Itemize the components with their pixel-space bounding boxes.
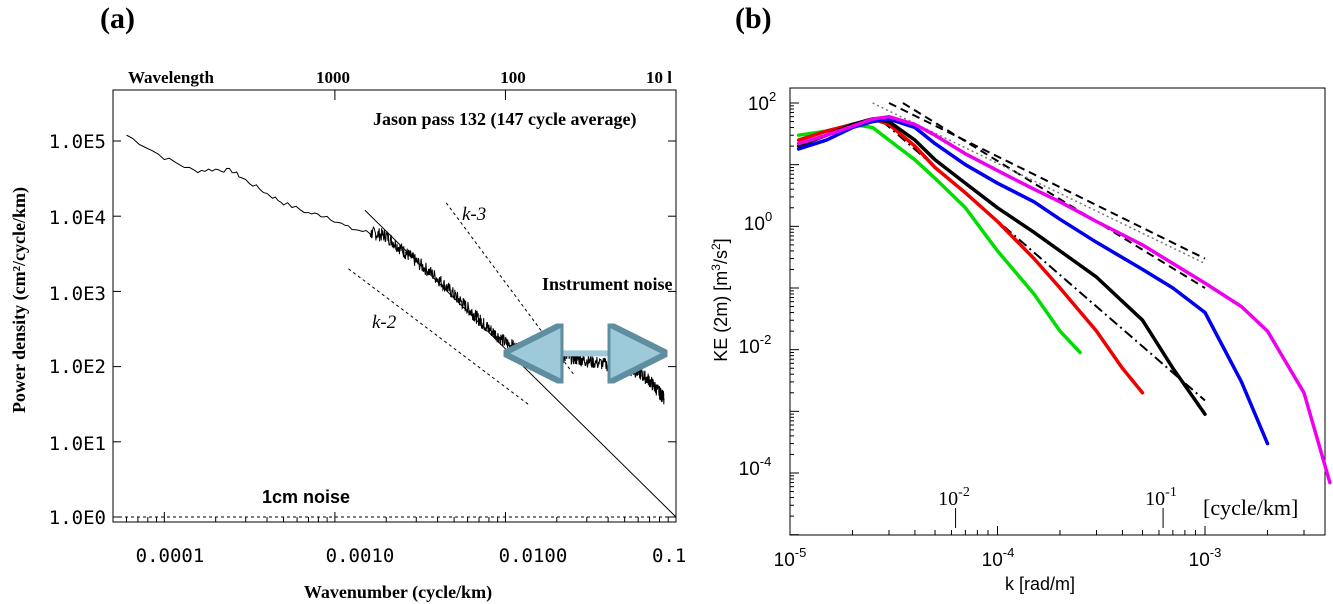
y-tick-label-1e4: 1.0E4 — [49, 207, 106, 229]
top-tick-label-10: 10 l — [646, 68, 672, 87]
x-tick-label-0.0100: 0.0100 — [499, 545, 568, 567]
reference-line-dashdot — [882, 120, 1206, 402]
k-minus-3-annotation: k-3 — [462, 204, 486, 225]
y-tick-label-b-1em2: 10-2 — [739, 332, 772, 358]
x-tick-label-0.0010: 0.0010 — [326, 545, 395, 567]
y-tick-label-b-1e0: 100 — [744, 209, 772, 235]
k-minus-2-annotation: k-2 — [372, 312, 397, 333]
top-tick-label-100: 100 — [500, 68, 526, 87]
reference-line-k-2 — [348, 268, 531, 407]
plot-frame-a — [112, 89, 677, 523]
spectrum-line — [126, 134, 665, 405]
reference-line-dashed — [888, 102, 1206, 260]
ke-series-1 — [796, 117, 1145, 395]
ke-series-3 — [796, 117, 1270, 446]
ke-series-4 — [796, 114, 1332, 485]
instrument-noise-annotation: Instrument noise — [542, 274, 673, 294]
secondary-tick-label-1em1: 10-1 — [1145, 485, 1177, 510]
x-axis-label-b: k [rad/m] — [1005, 574, 1075, 594]
dataset-annotation: Jason pass 132 (147 cycle average) — [373, 109, 636, 130]
ke-series-2 — [796, 117, 1207, 416]
panel-a: (a) Wavelength 1000 100 10 l 1.0E5 1.0E4… — [9, 2, 690, 603]
x-tick-label-b-1em4: 10-4 — [982, 545, 1015, 571]
data-layer-b — [796, 102, 1332, 485]
data-layer-a — [113, 134, 677, 518]
y-tick-label-1e1: 1.0E1 — [49, 433, 106, 455]
panel-a-label: (a) — [100, 2, 135, 35]
chart-b: 102 100 10-2 10-4 10-5 10-4 10-3 10-2 10… — [709, 87, 1332, 594]
top-axis-label: Wavelength — [128, 68, 214, 87]
x-axis-label-a: Wavenumber (cycle/km) — [304, 582, 492, 603]
secondary-axis-unit: [cycle/km] — [1203, 495, 1298, 520]
chart-a: Wavelength 1000 100 10 l 1.0E5 1.0E4 1.0… — [9, 68, 690, 603]
y-axis-label-a: Power density (cm²/cycle/km) — [9, 187, 30, 413]
y-axis-label-b: KE (2m) [m3/s2] — [709, 238, 731, 361]
axis-ticks-b — [789, 102, 1305, 536]
axis-ticks-a — [112, 90, 677, 522]
panel-b: (b) 102 100 10-2 10-4 10-5 10-4 10-3 10-… — [700, 0, 1333, 604]
top-tick-label-1000: 1000 — [316, 68, 350, 87]
reference-line-k-3-fit — [364, 209, 677, 518]
y-tick-label-1e0: 1.0E0 — [49, 507, 106, 529]
panel-b-label: (b) — [735, 2, 772, 35]
x-tick-label-0.1: 0.1( — [652, 545, 690, 567]
y-tick-label-1e3: 1.0E3 — [49, 283, 106, 305]
y-tick-label-1e2: 1.0E2 — [49, 356, 106, 378]
x-tick-label-b-1em3: 10-3 — [1189, 545, 1222, 571]
ke-series-0 — [796, 122, 1082, 355]
x-tick-label-b-1em5: 10-5 — [774, 545, 807, 571]
y-tick-label-b-1e2: 102 — [748, 89, 776, 115]
y-tick-label-b-1em4: 10-4 — [739, 454, 772, 480]
y-tick-label-1e5: 1.0E5 — [49, 131, 106, 153]
reference-line-dashed — [902, 102, 1206, 289]
plot-frame-b — [789, 87, 1326, 536]
x-tick-label-0.0001: 0.0001 — [136, 545, 205, 567]
secondary-tick-label-1em2: 10-2 — [938, 485, 970, 510]
noise-floor-annotation: 1cm noise — [262, 487, 350, 507]
